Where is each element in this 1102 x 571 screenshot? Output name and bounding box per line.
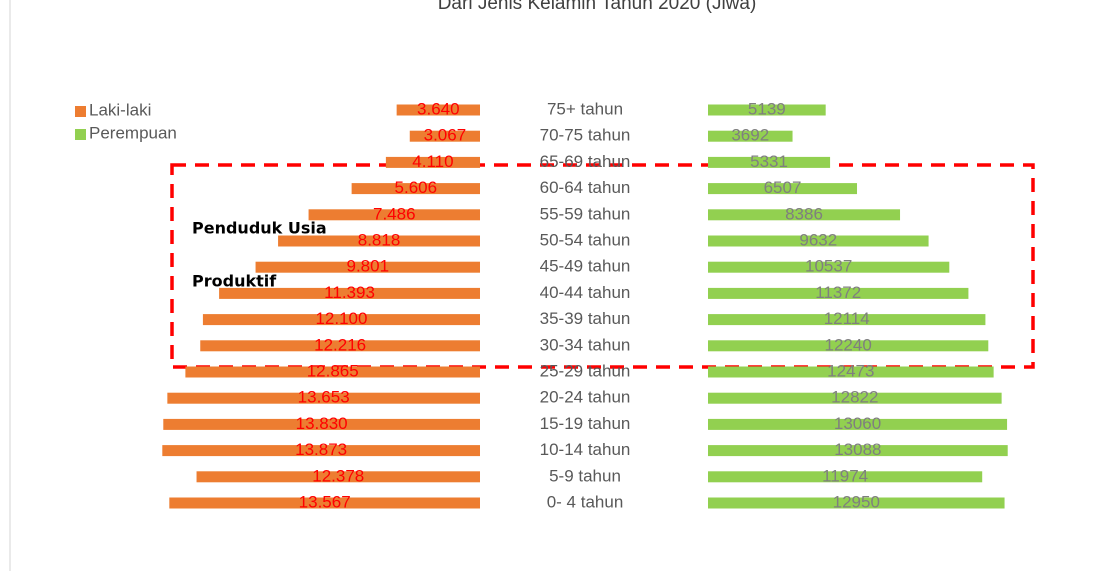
category-label: 75+ tahun <box>547 99 623 118</box>
bar <box>396 104 480 116</box>
bar <box>708 418 1008 430</box>
category-label: 40-44 tahun <box>540 283 631 302</box>
bar <box>708 235 929 247</box>
bar <box>708 392 1002 404</box>
data-label: 13060 <box>834 414 881 433</box>
data-label: 8.818 <box>358 230 401 249</box>
bar <box>708 497 1005 509</box>
bar <box>219 287 481 299</box>
highlight-box <box>170 163 1035 369</box>
data-label: 13.873 <box>295 440 347 459</box>
data-label: 5139 <box>748 99 786 118</box>
data-label: 12.865 <box>307 361 359 380</box>
annotation: Penduduk Usia <box>192 219 327 238</box>
data-label: 12473 <box>827 361 874 380</box>
bar <box>351 183 480 195</box>
bar <box>409 130 480 142</box>
bar <box>708 183 858 195</box>
category-label: 45-49 tahun <box>540 257 631 276</box>
legend-label: Laki-laki <box>89 100 151 119</box>
data-label: 13.567 <box>299 492 351 511</box>
bar <box>708 156 831 168</box>
bar <box>255 261 480 273</box>
data-label: 13088 <box>834 440 881 459</box>
bar <box>708 261 950 273</box>
data-label: 8386 <box>785 204 823 223</box>
category-label: 55-59 tahun <box>540 204 631 223</box>
bar <box>385 156 480 168</box>
annotation: Produktif <box>192 272 277 291</box>
data-label: 3692 <box>731 126 769 145</box>
data-label: 10537 <box>805 257 852 276</box>
bar <box>708 104 826 116</box>
data-label: 5331 <box>750 152 788 171</box>
category-label: 60-64 tahun <box>540 178 631 197</box>
category-label: 0- 4 tahun <box>547 492 624 511</box>
bar <box>708 445 1008 457</box>
category-label: 15-19 tahun <box>540 414 631 433</box>
data-label: 3.067 <box>424 126 467 145</box>
legend-swatch <box>75 106 86 117</box>
data-label: 12114 <box>824 309 870 328</box>
category-label: 70-75 tahun <box>540 126 631 145</box>
category-label: 25-29 tahun <box>540 361 631 380</box>
category-label: 10-14 tahun <box>540 440 631 459</box>
bar <box>708 130 793 142</box>
bar <box>163 418 480 430</box>
data-label: 13.830 <box>296 414 348 433</box>
category-label: 30-34 tahun <box>540 335 631 354</box>
bar <box>185 366 481 378</box>
data-label: 4.110 <box>412 152 453 171</box>
legend-label: Perempuan <box>89 123 177 142</box>
bar <box>708 314 986 326</box>
category-label: 50-54 tahun <box>540 230 631 249</box>
bar <box>308 209 480 221</box>
bar <box>708 340 989 352</box>
data-label: 12822 <box>831 388 878 407</box>
data-label: 12.100 <box>315 309 367 328</box>
bar <box>708 209 901 221</box>
bar <box>708 471 983 483</box>
data-label: 5.606 <box>395 178 438 197</box>
legend-swatch <box>75 129 86 140</box>
bar <box>278 235 480 247</box>
category-label: 65-69 tahun <box>540 152 631 171</box>
data-label: 12240 <box>825 335 872 354</box>
data-label: 12950 <box>833 492 880 511</box>
chart-title: Dari Jenis Kelamin Tahun 2020 (Jiwa) <box>438 0 757 14</box>
bar <box>200 340 480 352</box>
category-label: 20-24 tahun <box>540 388 631 407</box>
data-label: 7.486 <box>373 204 416 223</box>
bar <box>162 445 481 457</box>
bar <box>202 314 480 326</box>
bar <box>167 392 480 404</box>
data-label: 11372 <box>815 283 861 302</box>
bar <box>708 366 994 378</box>
data-label: 9632 <box>799 230 837 249</box>
bar <box>708 287 969 299</box>
data-label: 12.378 <box>312 466 364 485</box>
category-label: 5-9 tahun <box>549 466 621 485</box>
data-label: 11974 <box>822 466 868 485</box>
bar <box>169 497 480 509</box>
data-label: 6507 <box>764 178 802 197</box>
bar <box>196 471 480 483</box>
data-label: 3.640 <box>417 99 460 118</box>
data-label: 11.393 <box>324 283 375 302</box>
data-label: 12.216 <box>314 335 366 354</box>
category-label: 35-39 tahun <box>540 309 631 328</box>
data-label: 9.801 <box>347 257 390 276</box>
data-label: 13.653 <box>298 388 350 407</box>
